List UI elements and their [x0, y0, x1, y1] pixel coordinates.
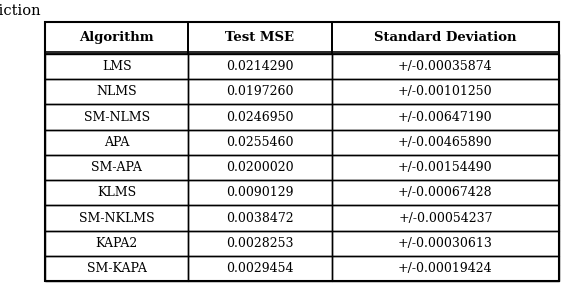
Bar	[45, 205, 188, 231]
Bar	[45, 231, 188, 256]
Bar	[188, 256, 332, 281]
Text: +/-0.00067428: +/-0.00067428	[398, 186, 493, 199]
Bar	[188, 79, 332, 104]
Text: APA: APA	[104, 136, 129, 149]
Text: LMS: LMS	[102, 60, 132, 73]
Bar	[45, 180, 188, 205]
Bar	[188, 231, 332, 256]
Text: +/-0.00154490: +/-0.00154490	[398, 161, 493, 174]
Bar	[332, 231, 559, 256]
Bar	[188, 130, 332, 155]
Bar	[45, 130, 188, 155]
Text: 0.0028253: 0.0028253	[226, 237, 294, 250]
Text: 0.0197260: 0.0197260	[226, 85, 294, 98]
Text: NLMS: NLMS	[96, 85, 137, 98]
Bar	[188, 155, 332, 180]
Text: +/-0.00030613: +/-0.00030613	[398, 237, 493, 250]
Bar	[45, 22, 188, 54]
Bar	[188, 104, 332, 130]
Text: +/-0.00054237: +/-0.00054237	[398, 212, 493, 225]
Bar	[332, 54, 559, 79]
Text: +/-0.00647190: +/-0.00647190	[398, 111, 493, 124]
Text: SM-KAPA: SM-KAPA	[87, 262, 147, 275]
Bar	[45, 256, 188, 281]
Text: 0.0038472: 0.0038472	[226, 212, 294, 225]
Text: +/-0.00101250: +/-0.00101250	[398, 85, 493, 98]
Text: Test MSE: Test MSE	[225, 31, 294, 44]
Bar	[45, 155, 188, 180]
Text: Algorithm: Algorithm	[79, 31, 154, 44]
Bar	[45, 22, 559, 281]
Text: 0.0200020: 0.0200020	[226, 161, 294, 174]
Bar	[188, 54, 332, 79]
Bar	[45, 79, 188, 104]
Text: 0.0090129: 0.0090129	[226, 186, 294, 199]
Bar	[332, 256, 559, 281]
Text: SM-NKLMS: SM-NKLMS	[79, 212, 155, 225]
Text: +/-0.00465890: +/-0.00465890	[398, 136, 493, 149]
Bar	[332, 180, 559, 205]
Text: 0.0029454: 0.0029454	[226, 262, 294, 275]
Text: 0.0214290: 0.0214290	[226, 60, 294, 73]
Bar	[332, 130, 559, 155]
Bar	[332, 22, 559, 54]
Bar	[45, 104, 188, 130]
Bar	[332, 104, 559, 130]
Text: liction: liction	[0, 5, 41, 18]
Bar	[332, 155, 559, 180]
Text: KAPA2: KAPA2	[96, 237, 138, 250]
Text: 0.0246950: 0.0246950	[226, 111, 294, 124]
Text: Standard Deviation: Standard Deviation	[374, 31, 516, 44]
Text: 0.0255460: 0.0255460	[226, 136, 294, 149]
Text: KLMS: KLMS	[97, 186, 136, 199]
Bar	[188, 22, 332, 54]
Bar	[188, 180, 332, 205]
Text: +/-0.00019424: +/-0.00019424	[398, 262, 493, 275]
Bar	[332, 79, 559, 104]
Text: SM-APA: SM-APA	[91, 161, 142, 174]
Bar	[332, 205, 559, 231]
Bar	[45, 54, 188, 79]
Bar	[188, 205, 332, 231]
Text: +/-0.00035874: +/-0.00035874	[398, 60, 493, 73]
Text: SM-NLMS: SM-NLMS	[84, 111, 149, 124]
